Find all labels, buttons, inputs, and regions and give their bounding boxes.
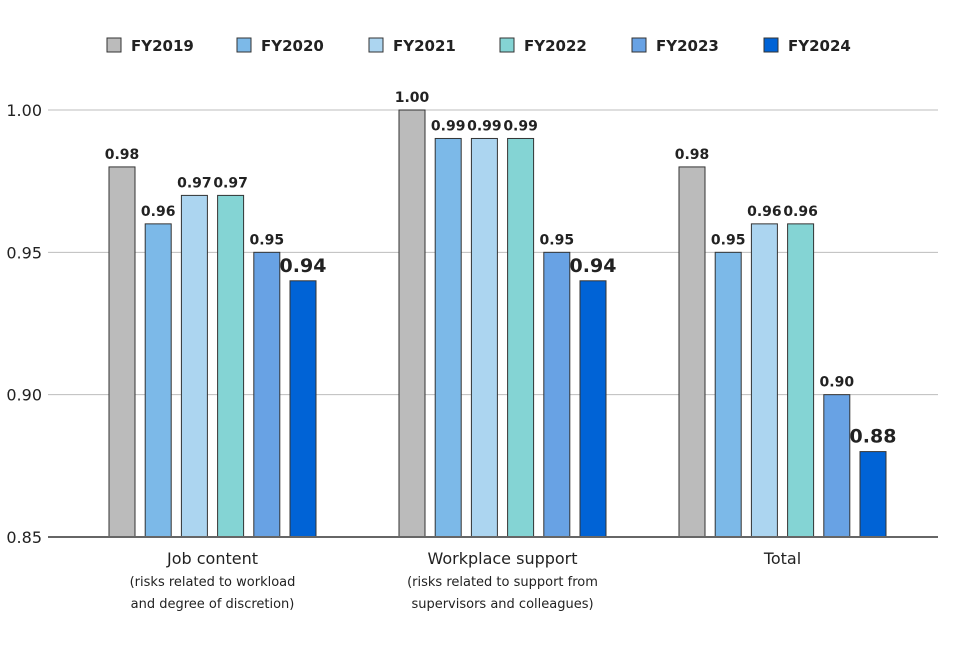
category-sublabel: and degree of discretion)	[131, 597, 295, 612]
legend-swatch	[368, 37, 384, 53]
legend-label: FY2020	[261, 37, 324, 55]
data-label: 0.95	[711, 232, 746, 248]
legend-label: FY2024	[788, 37, 851, 55]
data-label: 0.98	[105, 147, 140, 163]
bar-fy2023	[543, 251, 571, 538]
legend-swatch	[106, 37, 122, 53]
bar-fy2020	[714, 251, 742, 538]
legend-swatch	[236, 37, 252, 53]
bar-fy2019	[398, 109, 426, 538]
data-label: 0.90	[820, 375, 855, 391]
category-sublabel: (risks related to workload	[130, 575, 296, 590]
legend-label: FY2019	[131, 37, 194, 55]
category-sublabel: supervisors and colleagues)	[411, 597, 593, 612]
bar-fy2022	[217, 194, 245, 538]
bar-fy2022	[507, 137, 535, 538]
legend-swatch	[763, 37, 779, 53]
data-label: 0.98	[675, 147, 710, 163]
bar-fy2024	[859, 451, 887, 538]
data-label: 0.99	[431, 118, 466, 134]
bar-fy2023	[823, 394, 851, 538]
legend-label: FY2021	[393, 37, 456, 55]
data-label: 0.88	[850, 426, 897, 448]
bar-fy2021	[750, 223, 778, 538]
data-label: 0.99	[503, 118, 538, 134]
bar-fy2024	[579, 280, 607, 538]
data-label: 0.96	[141, 204, 176, 220]
data-label: 0.96	[747, 204, 782, 220]
data-label: 0.94	[570, 255, 617, 277]
bar-fy2023	[253, 251, 281, 538]
y-tick-label: 0.85	[6, 528, 42, 547]
legend-label: FY2023	[656, 37, 719, 55]
data-label: 1.00	[395, 90, 430, 106]
legend-swatch	[631, 37, 647, 53]
category-label: Job content	[166, 549, 258, 568]
bar-fy2020	[144, 223, 172, 538]
bar-fy2020	[434, 137, 462, 538]
bar-fy2021	[470, 137, 498, 538]
data-label: 0.99	[467, 118, 502, 134]
y-tick-label: 1.00	[6, 101, 42, 120]
data-label: 0.96	[783, 204, 818, 220]
y-tick-label: 0.95	[6, 243, 42, 262]
data-label: 0.97	[213, 175, 248, 191]
bar-fy2019	[678, 166, 706, 538]
category-label: Total	[763, 549, 801, 568]
y-tick-label: 0.90	[6, 386, 42, 405]
category-sublabel: (risks related to support from	[407, 575, 598, 590]
bar-fy2021	[180, 194, 208, 538]
bar-fy2024	[289, 280, 317, 538]
legend-label: FY2022	[524, 37, 587, 55]
data-label: 0.97	[177, 175, 212, 191]
data-label: 0.95	[540, 232, 575, 248]
bar-fy2022	[787, 223, 815, 538]
bar-fy2019	[108, 166, 136, 538]
category-label: Workplace support	[427, 549, 577, 568]
data-label: 0.94	[280, 255, 327, 277]
data-label: 0.95	[250, 232, 285, 248]
legend-swatch	[499, 37, 515, 53]
